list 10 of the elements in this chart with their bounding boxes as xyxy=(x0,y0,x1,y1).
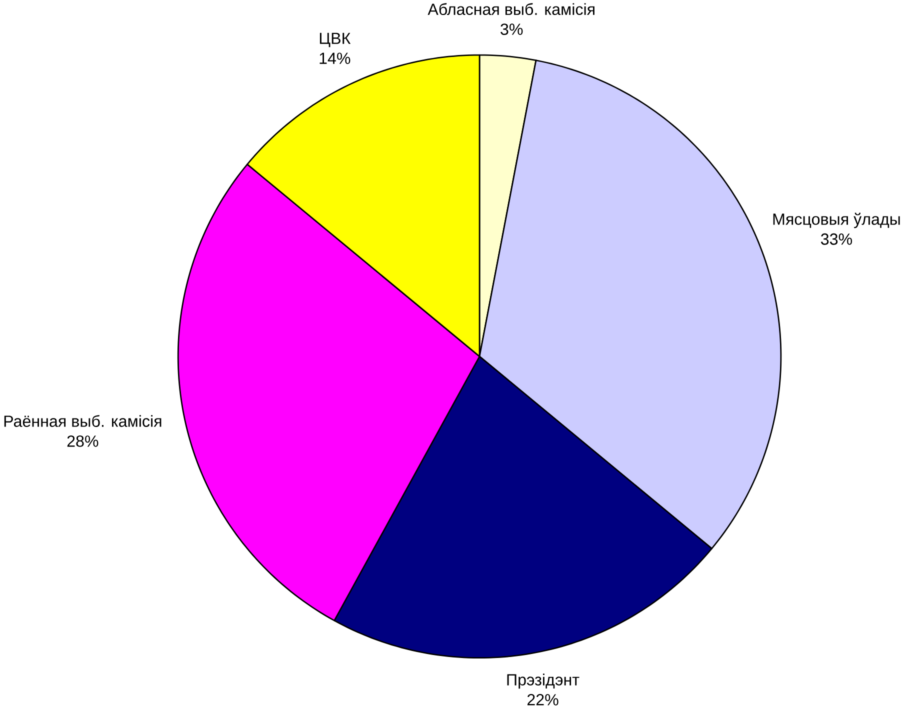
data-label: 14% xyxy=(320,52,350,64)
slice-label: Мясцовыя ўлады xyxy=(773,212,900,228)
data-label: 22% xyxy=(527,694,558,706)
data-label: 28% xyxy=(67,435,98,447)
slice-label: Абласная выб. камісія xyxy=(428,2,594,15)
slice-label: Раённая выб. камісія xyxy=(4,414,162,427)
slice-label: ЦВК xyxy=(320,32,351,47)
data-label: 3% xyxy=(500,23,523,35)
data-label: 33% xyxy=(820,233,852,245)
slice-label: Прэзідэнт xyxy=(507,673,580,688)
